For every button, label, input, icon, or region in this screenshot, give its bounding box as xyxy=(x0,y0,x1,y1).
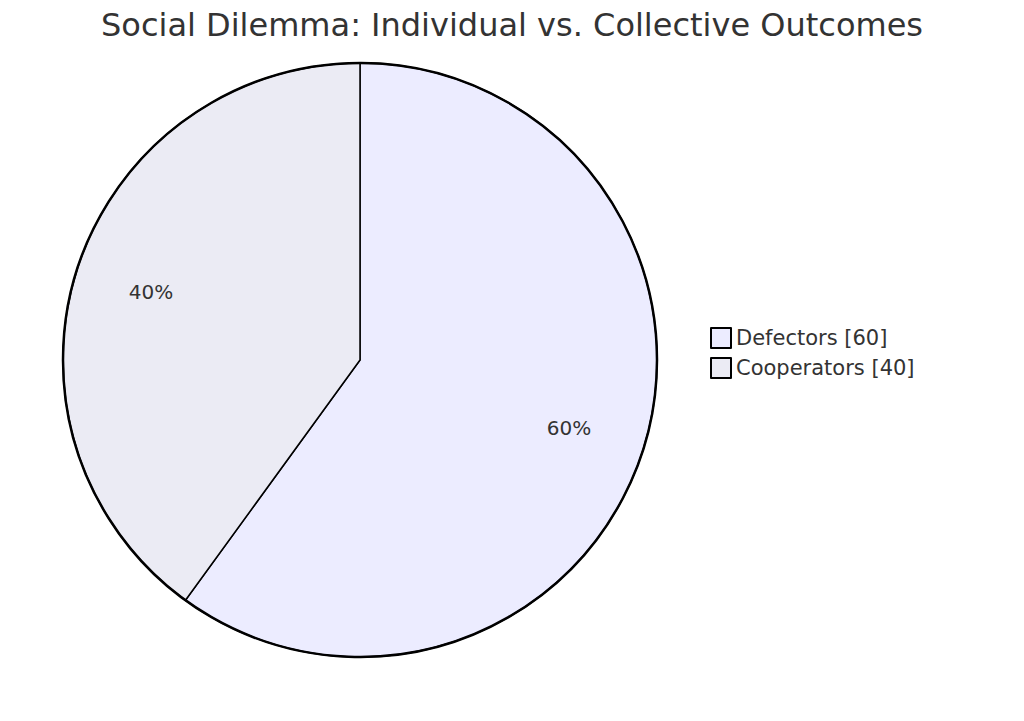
svg-text:40%: 40% xyxy=(129,280,173,304)
svg-text:Defectors [60]: Defectors [60] xyxy=(736,326,887,350)
svg-text:60%: 60% xyxy=(547,416,591,440)
svg-text:Social Dilemma: Individual vs.: Social Dilemma: Individual vs. Collectiv… xyxy=(101,6,923,44)
svg-text:Cooperators [40]: Cooperators [40] xyxy=(736,356,915,380)
